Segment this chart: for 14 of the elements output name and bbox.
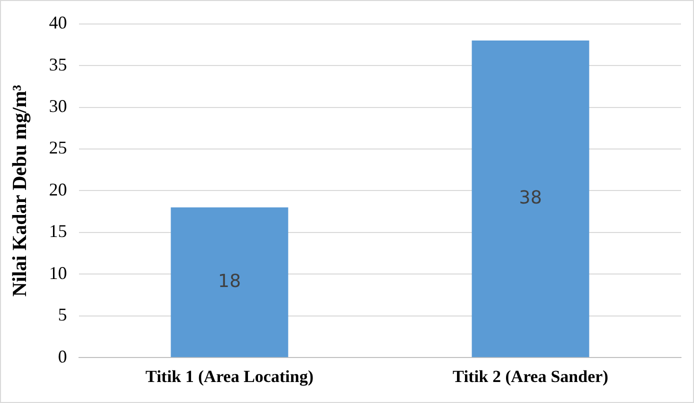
x-tick-label: Titik 1 (Area Locating) — [146, 367, 314, 386]
data-label: 18 — [218, 270, 241, 292]
y-tick-label: 35 — [49, 54, 67, 74]
y-tick-label: 15 — [49, 221, 67, 242]
data-label: 38 — [519, 187, 542, 208]
x-tick-label: Titik 2 (Area Sander) — [452, 367, 608, 386]
y-tick-label: 30 — [49, 96, 67, 116]
y-axis-title: Nilai Kadar Debu mg/m³ — [9, 84, 32, 297]
y-tick-label: 20 — [49, 179, 67, 200]
y-tick-label: 0 — [58, 346, 67, 366]
y-tick-label: 10 — [49, 262, 67, 283]
y-tick-label: 25 — [49, 138, 67, 158]
y-tick-label: 5 — [58, 304, 67, 325]
y-tick-label: 40 — [49, 12, 67, 33]
